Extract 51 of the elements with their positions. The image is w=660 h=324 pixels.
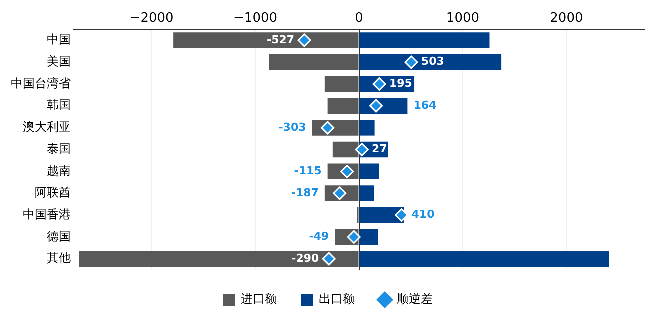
point <box>355 143 369 157</box>
data-label: 164 <box>414 98 437 112</box>
point <box>322 252 336 266</box>
y-tick-label: 韩国 <box>47 98 71 112</box>
bar <box>360 186 374 202</box>
point <box>372 77 386 91</box>
y-tick-label: 中国台湾省 <box>11 76 71 90</box>
legend-label: 进口额 <box>241 292 277 306</box>
y-tick-label: 其他 <box>47 251 71 266</box>
y-tick-label: 阿联酋 <box>35 186 71 200</box>
data-label: 27 <box>372 142 388 156</box>
point <box>395 208 409 222</box>
x-tick-label: −1000 <box>234 11 278 26</box>
data-label: -49 <box>309 230 330 244</box>
bar <box>174 32 359 48</box>
point <box>298 34 312 48</box>
y-tick-label: 美国 <box>47 54 71 69</box>
x-tick-label: 1000 <box>446 11 480 26</box>
data-label: -527 <box>267 33 295 46</box>
bar <box>332 142 359 158</box>
bar <box>328 98 359 114</box>
x-tick-label: 0 <box>355 11 364 26</box>
legend-label: 顺逆差 <box>397 292 433 306</box>
point <box>404 56 418 70</box>
bar <box>360 164 380 180</box>
bar <box>79 251 359 267</box>
bar <box>324 76 359 92</box>
y-tick-label: 泰国 <box>47 142 71 156</box>
bar <box>360 229 378 246</box>
bar <box>360 251 610 267</box>
y-tick-label: 德国 <box>47 229 71 244</box>
y-tick-label: 中国香港 <box>23 207 71 222</box>
data-label: -115 <box>294 164 322 178</box>
bar <box>360 54 502 70</box>
y-tick-label: 中国 <box>47 32 71 47</box>
x-tick-label: −2000 <box>130 11 174 26</box>
point <box>321 121 335 135</box>
bar <box>360 32 490 48</box>
bar <box>269 54 359 70</box>
y-tick-label: 越南 <box>47 164 71 178</box>
data-label: -290 <box>292 252 320 265</box>
legend-label: 出口额 <box>319 292 355 306</box>
y-tick-label: 澳大利亚 <box>23 120 71 134</box>
data-label: 503 <box>421 55 444 68</box>
bar <box>360 120 375 136</box>
data-label: -187 <box>291 186 319 200</box>
data-label: 410 <box>412 208 436 222</box>
point <box>370 99 384 113</box>
data-label: -303 <box>278 120 306 134</box>
x-tick-label: 2000 <box>550 11 584 26</box>
data-label: 195 <box>389 77 412 90</box>
